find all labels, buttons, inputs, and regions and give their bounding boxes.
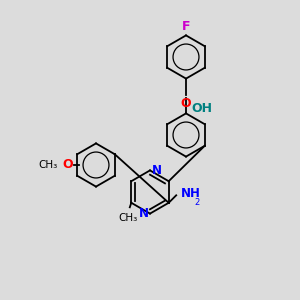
Text: NH: NH xyxy=(181,187,201,200)
Text: N: N xyxy=(152,164,161,177)
Text: F: F xyxy=(182,20,190,33)
Text: O: O xyxy=(181,97,191,110)
Text: OH: OH xyxy=(191,102,212,116)
Text: CH₃: CH₃ xyxy=(119,213,138,223)
Text: N: N xyxy=(139,207,148,220)
Text: CH₃: CH₃ xyxy=(39,160,58,170)
Text: O: O xyxy=(62,158,73,172)
Text: 2: 2 xyxy=(194,198,200,207)
